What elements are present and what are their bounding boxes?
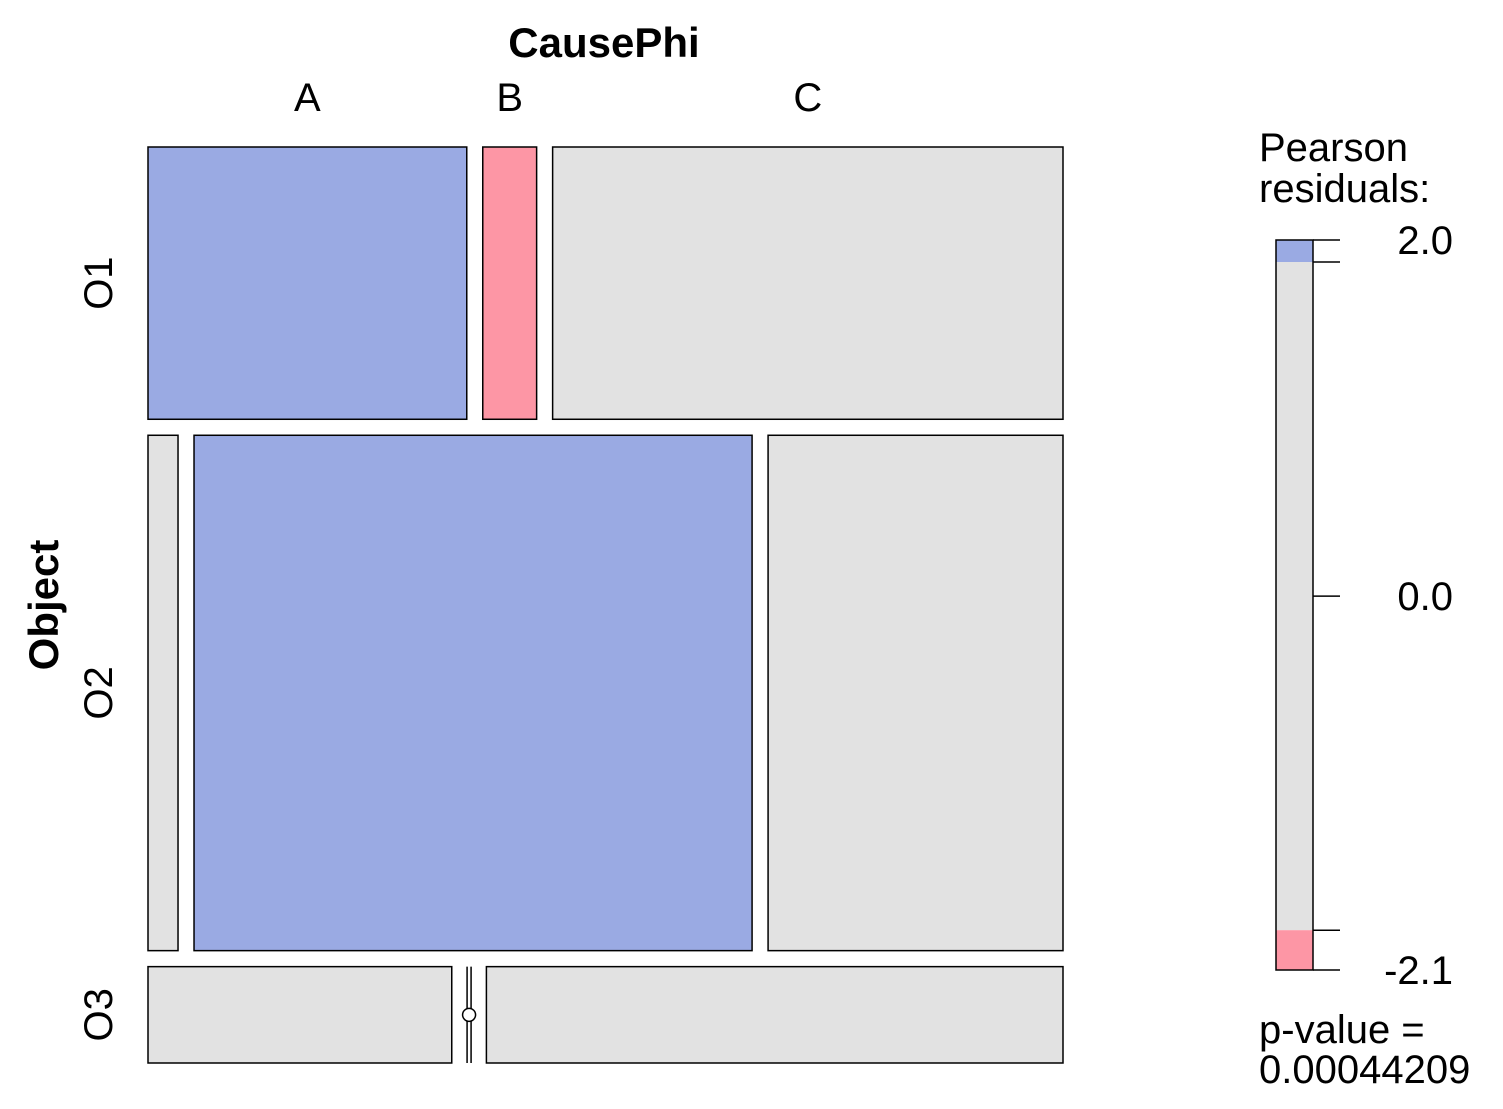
column-label-B: B: [496, 76, 523, 120]
column-label-A: A: [294, 76, 321, 120]
tile-O3-C: [485, 965, 1064, 1064]
tile-O3-A: [147, 965, 453, 1064]
legend-ticks: 2.0 0.0 -2.1: [1313, 219, 1453, 993]
y-variable-title: Object: [20, 540, 67, 671]
legend-tick-label-2: -2.1: [1384, 949, 1453, 993]
residual-legend: Pearson residuals: 2.00.0-2.1 p-value = …: [1259, 126, 1470, 1092]
legend-positive-band: [1276, 240, 1313, 262]
tile-O1-A: [147, 146, 468, 421]
pvalue-line1: p-value =: [1259, 1008, 1425, 1052]
row-label-O2: O2: [77, 666, 121, 719]
tile-O1-B: [482, 146, 538, 421]
legend-scale-bar: [1275, 239, 1340, 971]
tile-O2-B: [193, 434, 753, 952]
x-variable-title: CausePhi: [508, 19, 699, 66]
legend-negative-band: [1276, 930, 1313, 970]
row-label-O3: O3: [77, 988, 121, 1041]
legend-bar-outline: [1275, 239, 1314, 971]
tile-O1-C: [551, 146, 1064, 421]
tile-O2-A: [147, 434, 179, 952]
legend-title-line1: Pearson: [1259, 126, 1408, 170]
tile-O2-C: [767, 434, 1064, 952]
row-labels: O1 O2 O3: [77, 256, 121, 1041]
legend-tick-label-0: 2.0: [1397, 219, 1453, 263]
mosaic-tiles: [147, 146, 1064, 1064]
column-labels: A B C: [294, 76, 822, 120]
legend-neutral-band: [1276, 262, 1313, 931]
legend-title-line2: residuals:: [1259, 167, 1430, 211]
legend-tick-label-1: 0.0: [1397, 575, 1453, 619]
column-label-C: C: [793, 76, 822, 120]
pvalue-line2: 0.00044209: [1259, 1048, 1470, 1092]
tile-O3-B-zero-marker: [461, 1007, 477, 1023]
row-label-O1: O1: [77, 256, 121, 309]
